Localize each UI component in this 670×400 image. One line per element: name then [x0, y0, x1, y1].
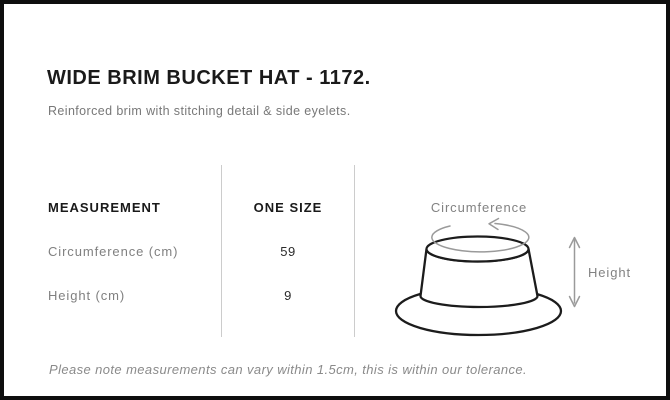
- diagram-circumference-label: Circumference: [430, 200, 528, 215]
- row-circumference-value: 59: [280, 244, 296, 259]
- tolerance-footnote: Please note measurements can vary within…: [49, 362, 528, 377]
- page-subtitle: Reinforced brim with stitching detail & …: [48, 103, 351, 118]
- table-divider-right: [354, 165, 355, 337]
- height-arrow-head-top: [568, 236, 581, 249]
- height-arrow-head-bottom: [568, 295, 581, 308]
- column-header-measurement: MEASUREMENT: [48, 200, 161, 215]
- page-title: WIDE BRIM BUCKET HAT - 1172.: [47, 67, 371, 90]
- bucket-hat-icon: [394, 217, 581, 337]
- circumference-arrow-head: [488, 217, 500, 231]
- column-header-one-size: ONE SIZE: [253, 200, 323, 215]
- hat-crown-opening: [425, 235, 530, 263]
- row-height-label: Height (cm): [48, 288, 126, 303]
- table-divider-left: [221, 165, 222, 337]
- circumference-arrow-arc: [431, 222, 530, 253]
- row-circumference-label: Circumference (cm): [48, 244, 179, 259]
- diagram-height-label: Height: [588, 265, 631, 280]
- row-height-value: 9: [284, 288, 292, 303]
